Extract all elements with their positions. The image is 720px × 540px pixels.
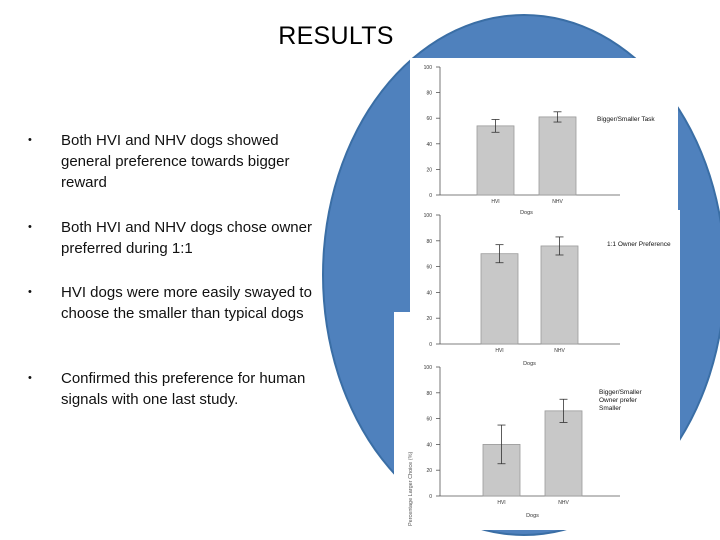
- bullet-text: Confirmed this preference for human sign…: [61, 370, 306, 408]
- chart-title-line: 1:1 Owner Preference: [607, 241, 671, 248]
- bullet-item: • Confirmed this preference for human si…: [28, 368, 328, 410]
- bullet-item: • Both HVI and NHV dogs chose owner pref…: [28, 217, 328, 259]
- chart-1: 0 20 40 60 80 100 HVI NHV Dogs Bigger/Smaller Tas…: [424, 65, 656, 216]
- y-tick-label: 0: [429, 494, 432, 500]
- chart-title-line: Bigger/Smaller Task: [597, 116, 655, 123]
- bullet-item: • HVI dogs were more easily swayed to ch…: [28, 282, 328, 324]
- y-tick-label: 0: [429, 342, 432, 348]
- y-tick-label: 80: [426, 391, 432, 397]
- y-tick-label: 0: [429, 193, 432, 199]
- y-tick-label: 40: [426, 290, 432, 296]
- x-tick-label: NHV: [552, 199, 563, 205]
- x-tick-label: HVI: [497, 500, 505, 506]
- y-tick-label: 40: [426, 142, 432, 148]
- bullet-text: HVI dogs were more easily swayed to choo…: [61, 284, 312, 322]
- bullet-text: Both HVI and NHV dogs showed general pre…: [61, 132, 290, 191]
- x-tick-label: HVI: [495, 348, 503, 354]
- bullet-item: • Both HVI and NHV dogs showed general p…: [28, 130, 328, 193]
- y-tick-label: 100: [424, 65, 433, 71]
- chart-title: 1:1 Owner Preference: [607, 241, 671, 248]
- chart-title: Bigger/Smaller Task: [597, 116, 655, 123]
- bar-hvi: [480, 253, 519, 345]
- chart-3: 0 20 40 60 80 100 HVI NHV Dogs Bigger/Smaller Owne…: [408, 365, 642, 526]
- bullet-marker: •: [28, 372, 32, 384]
- y-tick-label: 60: [426, 265, 432, 271]
- bullet-marker: •: [28, 221, 32, 233]
- y-tick-label: 40: [426, 442, 432, 448]
- slide-title: RESULTS: [278, 22, 394, 50]
- x-axis-label: Dogs: [526, 513, 539, 519]
- y-tick-label: 20: [426, 316, 432, 322]
- x-axis-label: Dogs: [520, 210, 533, 216]
- bullet-text: Both HVI and NHV dogs chose owner prefer…: [61, 219, 312, 257]
- x-axis-label: Dogs: [523, 361, 536, 367]
- x-tick-label: HVI: [491, 199, 499, 205]
- y-tick-label: 20: [426, 167, 432, 173]
- bullet-marker: •: [28, 134, 32, 146]
- y-tick-label: 60: [426, 417, 432, 423]
- bar-nhv: [538, 116, 577, 196]
- chart-title: Bigger/Smaller Owner prefer Smaller: [599, 389, 642, 412]
- y-tick-label: 80: [426, 239, 432, 245]
- y-tick-label: 100: [424, 213, 433, 219]
- chart-title-line: Smaller: [599, 405, 622, 412]
- bar-hvi: [476, 125, 515, 196]
- y-axis-label: Percentage Larger Choice (%): [408, 452, 414, 526]
- chart-title-line: Owner prefer: [599, 397, 638, 404]
- chart-title-line: Bigger/Smaller: [599, 389, 642, 396]
- y-tick-label: 80: [426, 91, 432, 97]
- y-tick-label: 100: [424, 365, 433, 371]
- bullet-marker: •: [28, 286, 32, 298]
- bar-nhv: [540, 245, 579, 345]
- y-tick-label: 60: [426, 116, 432, 122]
- x-tick-label: NHV: [554, 348, 565, 354]
- y-axis-label-strip: [394, 312, 410, 532]
- y-tick-label: 20: [426, 468, 432, 474]
- chart-2: 0 20 40 60 80 100 HVI NHV Dogs 1:1 Owner Preferen…: [424, 213, 671, 367]
- x-tick-label: NHV: [558, 500, 569, 506]
- bar-nhv: [544, 410, 583, 497]
